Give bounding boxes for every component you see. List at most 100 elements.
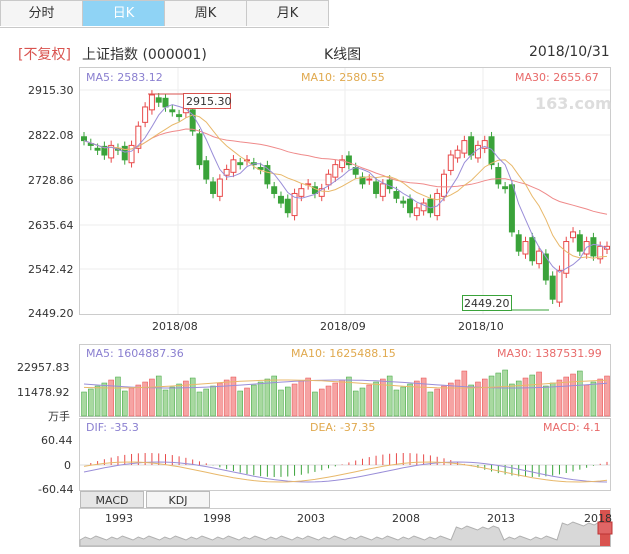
candle-body	[522, 241, 529, 255]
candle-body	[542, 253, 549, 281]
candle-body	[237, 162, 244, 166]
candle-body	[298, 188, 305, 197]
volume-bar	[577, 370, 583, 417]
volume-bar	[434, 388, 440, 417]
volume-ma10-legend: MA10: 1625488.15	[291, 347, 396, 360]
volume-bar	[475, 381, 481, 417]
tab-intraday[interactable]: 分时	[0, 0, 83, 26]
volume-bar	[237, 390, 243, 417]
volume-bar	[230, 376, 237, 417]
candle-body	[413, 207, 420, 217]
volume-bar	[183, 380, 189, 417]
volume-bar	[414, 380, 420, 417]
dea-line	[83, 461, 608, 483]
volume-bar	[386, 375, 393, 417]
volume-bar	[149, 378, 155, 417]
volume-bar	[570, 373, 576, 417]
macd-y-tick: 0	[64, 459, 71, 472]
volume-bar	[549, 382, 556, 417]
candle-body	[563, 241, 570, 274]
subtab-macd[interactable]: MACD	[80, 491, 144, 508]
volume-bar	[393, 389, 400, 417]
watermark-logo: 163.com	[535, 94, 612, 113]
kline-y-tick: 2822.08	[28, 129, 74, 142]
volume-panel-frame	[79, 344, 611, 417]
kline-ma10-legend: MA10: 2580.55	[301, 71, 385, 84]
volume-bar	[529, 374, 536, 417]
candle-body	[345, 155, 352, 166]
tab-weekly-k[interactable]: 周K	[164, 0, 247, 26]
candle-body	[502, 186, 509, 190]
candle-body	[189, 109, 196, 132]
tab-monthly-k[interactable]: 月K	[246, 0, 329, 26]
volume-bar	[597, 378, 603, 417]
candle-body	[468, 136, 475, 156]
volume-ma10-line	[83, 379, 608, 389]
candle-body	[155, 97, 162, 103]
candle-body	[169, 109, 176, 113]
volume-bar	[461, 370, 468, 417]
kline-x-tick: 2018/09	[320, 320, 366, 333]
candle-body	[536, 250, 543, 265]
volume-bar	[81, 391, 87, 417]
candle-body	[148, 94, 155, 111]
volume-bar	[257, 381, 264, 417]
tab-daily-k[interactable]: 日K	[82, 0, 165, 26]
kline-y-tick: 2635.64	[28, 219, 74, 232]
volume-bar	[481, 378, 488, 417]
high-price-label: 2915.30	[186, 95, 232, 108]
timeline-drag-handle[interactable]	[597, 521, 613, 535]
volume-bar	[312, 391, 318, 417]
candle-body	[216, 178, 223, 197]
volume-bar	[196, 391, 203, 417]
candle-body	[590, 237, 597, 257]
volume-bar	[590, 381, 597, 417]
volume-bar	[352, 390, 359, 417]
volume-bar	[515, 380, 522, 417]
candle-body	[597, 245, 604, 260]
dif-line	[83, 461, 608, 483]
kline-gridlines	[80, 68, 610, 314]
candle-body	[318, 188, 325, 197]
ma10-line	[83, 114, 608, 259]
candle-body	[101, 145, 108, 156]
ma30-line	[83, 128, 608, 215]
candle-body	[223, 168, 230, 176]
volume-bar	[366, 384, 373, 417]
ma5-line	[83, 104, 608, 273]
volume-bar	[264, 378, 271, 417]
candle-body	[379, 183, 386, 197]
candle-body	[339, 159, 346, 169]
volume-bar	[162, 389, 169, 417]
volume-bar	[332, 382, 339, 417]
macd-panel-frame	[79, 418, 611, 491]
volume-bar	[448, 382, 454, 417]
volume-bar	[346, 376, 352, 417]
candle-body	[142, 106, 149, 123]
candle-body	[454, 149, 461, 159]
volume-unit: 万手	[48, 410, 70, 423]
candle-body	[576, 234, 583, 252]
candle-body	[128, 144, 135, 164]
candle-body	[108, 144, 115, 159]
volume-bar	[420, 377, 427, 417]
chart-date: 2018/10/31	[529, 44, 610, 60]
candle-body	[264, 165, 271, 185]
volume-bar	[203, 388, 210, 417]
candle-body	[481, 140, 488, 149]
high-marker-box	[183, 93, 231, 109]
kline-y-tick: 2542.42	[28, 263, 74, 276]
kline-x-tick: 2018/10	[458, 320, 504, 333]
volume-bars	[81, 369, 610, 417]
candle-body	[325, 173, 332, 186]
restore-right-toggle[interactable]: [不复权]	[18, 47, 71, 63]
index-name: 上证指数 (000001)	[82, 47, 207, 63]
candle-body	[400, 200, 407, 204]
period-tabs: 分时 日K 周K 月K	[0, 0, 329, 28]
timeline-year: 2003	[297, 512, 325, 525]
candle-body	[176, 114, 183, 118]
macd-dif-legend: DIF: -35.3	[86, 421, 139, 434]
subtab-kdj[interactable]: KDJ	[146, 491, 210, 508]
timeline-area	[79, 521, 611, 547]
volume-bar	[278, 389, 284, 417]
